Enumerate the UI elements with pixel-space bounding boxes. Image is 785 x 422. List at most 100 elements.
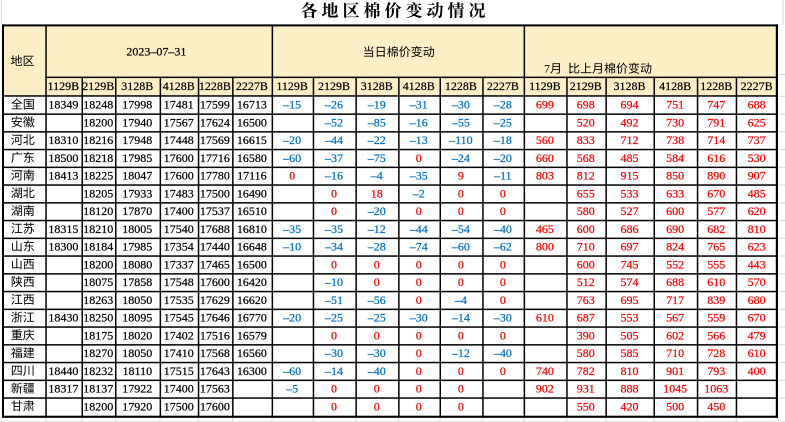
svg-text:16580: 16580 <box>237 151 267 165</box>
svg-text:18020: 18020 <box>122 328 152 342</box>
svg-text:0: 0 <box>416 204 422 218</box>
svg-text:–60: –60 <box>282 364 301 378</box>
svg-text:–35: –35 <box>282 222 301 236</box>
svg-text:3128B: 3128B <box>361 79 393 93</box>
svg-text:16510: 16510 <box>237 204 267 218</box>
svg-text:16579: 16579 <box>237 328 267 342</box>
svg-text:0: 0 <box>374 257 380 271</box>
svg-text:686: 686 <box>621 222 639 236</box>
svg-text:–2: –2 <box>412 186 425 200</box>
svg-text:0: 0 <box>458 364 464 378</box>
svg-text:1129B: 1129B <box>276 79 308 93</box>
svg-text:625: 625 <box>748 115 766 129</box>
svg-text:–4: –4 <box>370 169 383 183</box>
svg-text:–24: –24 <box>451 151 470 165</box>
svg-text:901: 901 <box>666 364 684 378</box>
svg-text:580: 580 <box>577 346 595 360</box>
svg-text:17563: 17563 <box>200 382 230 396</box>
svg-text:0: 0 <box>374 382 380 396</box>
svg-text:717: 717 <box>666 293 684 307</box>
svg-text:–60: –60 <box>451 240 470 254</box>
svg-text:0: 0 <box>500 204 506 218</box>
svg-text:907: 907 <box>748 169 766 183</box>
svg-text:–25: –25 <box>367 311 386 325</box>
svg-text:18349: 18349 <box>48 98 78 112</box>
svg-text:740: 740 <box>536 364 554 378</box>
svg-text:520: 520 <box>577 115 595 129</box>
svg-text:–12: –12 <box>451 346 470 360</box>
svg-text:17688: 17688 <box>200 222 230 236</box>
svg-text:450: 450 <box>707 399 725 413</box>
svg-text:2227B: 2227B <box>741 79 773 93</box>
svg-text:–30: –30 <box>451 98 470 112</box>
svg-text:0: 0 <box>331 328 337 342</box>
svg-text:18430: 18430 <box>48 311 78 325</box>
svg-text:485: 485 <box>748 186 766 200</box>
svg-text:0: 0 <box>458 186 464 200</box>
svg-text:737: 737 <box>748 133 766 147</box>
svg-text:18200: 18200 <box>83 115 113 129</box>
svg-text:1063: 1063 <box>704 382 728 396</box>
svg-text:18080: 18080 <box>122 257 152 271</box>
svg-text:680: 680 <box>748 293 766 307</box>
svg-text:16500: 16500 <box>237 115 267 129</box>
svg-text:17920: 17920 <box>122 399 152 413</box>
svg-text:–30: –30 <box>409 311 428 325</box>
svg-text:18047: 18047 <box>122 169 152 183</box>
svg-text:18205: 18205 <box>83 186 113 200</box>
svg-text:566: 566 <box>707 328 725 342</box>
svg-text:16420: 16420 <box>237 275 267 289</box>
svg-text:2023–07–31: 2023–07–31 <box>126 45 186 59</box>
svg-text:17400: 17400 <box>164 204 194 218</box>
svg-text:0: 0 <box>458 275 464 289</box>
svg-text:1228B: 1228B <box>199 79 231 93</box>
svg-text:–20: –20 <box>282 311 301 325</box>
svg-text:–55: –55 <box>451 115 470 129</box>
svg-text:18175: 18175 <box>83 328 113 342</box>
svg-text:4128B: 4128B <box>163 79 195 93</box>
svg-text:17535: 17535 <box>164 293 194 307</box>
svg-text:570: 570 <box>748 275 766 289</box>
svg-text:688: 688 <box>748 98 766 112</box>
svg-text:812: 812 <box>577 169 595 183</box>
svg-text:670: 670 <box>707 186 725 200</box>
svg-text:–25: –25 <box>493 115 512 129</box>
svg-text:660: 660 <box>536 151 554 165</box>
svg-text:18005: 18005 <box>122 222 152 236</box>
svg-text:888: 888 <box>621 382 639 396</box>
svg-text:610: 610 <box>536 311 554 325</box>
svg-text:17858: 17858 <box>122 275 152 289</box>
svg-text:550: 550 <box>577 399 595 413</box>
svg-text:16713: 16713 <box>237 98 267 112</box>
svg-text:17948: 17948 <box>122 133 152 147</box>
svg-text:–25: –25 <box>324 311 343 325</box>
svg-text:–10: –10 <box>324 275 343 289</box>
svg-text:1129B: 1129B <box>529 79 561 93</box>
svg-text:1228B: 1228B <box>700 79 732 93</box>
svg-text:–40: –40 <box>367 364 386 378</box>
svg-text:0: 0 <box>289 169 295 183</box>
svg-text:17116: 17116 <box>237 169 267 183</box>
svg-text:0: 0 <box>331 257 337 271</box>
svg-text:505: 505 <box>621 328 639 342</box>
svg-text:17500: 17500 <box>200 186 230 200</box>
svg-text:–26: –26 <box>324 98 343 112</box>
svg-text:465: 465 <box>536 222 554 236</box>
svg-text:–16: –16 <box>324 169 343 183</box>
svg-text:533: 533 <box>621 186 639 200</box>
svg-text:0: 0 <box>331 382 337 396</box>
svg-text:485: 485 <box>621 151 639 165</box>
svg-text:–12: –12 <box>367 222 386 236</box>
svg-text:17716: 17716 <box>200 151 230 165</box>
svg-text:17448: 17448 <box>164 133 194 147</box>
svg-text:–44: –44 <box>324 133 343 147</box>
svg-text:–20: –20 <box>282 133 301 147</box>
svg-text:–54: –54 <box>451 222 470 236</box>
svg-text:803: 803 <box>536 169 554 183</box>
svg-text:–74: –74 <box>409 240 428 254</box>
svg-text:–20: –20 <box>367 204 386 218</box>
svg-text:18050: 18050 <box>122 346 152 360</box>
svg-text:18310: 18310 <box>48 133 78 147</box>
svg-text:18210: 18210 <box>83 222 113 236</box>
svg-text:765: 765 <box>707 240 725 254</box>
